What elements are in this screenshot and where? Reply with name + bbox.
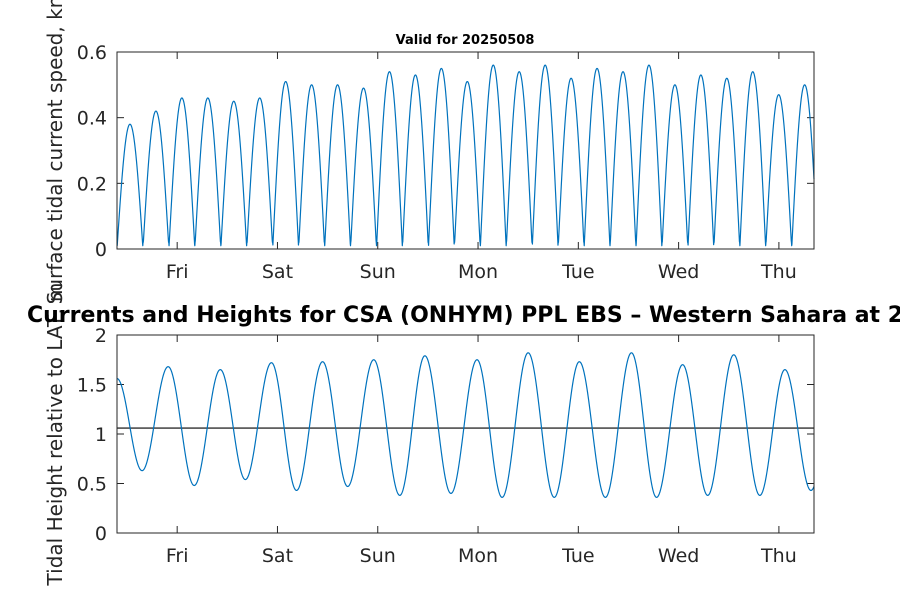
height-x-tick-label: Thu	[760, 545, 797, 567]
current-x-tick-label: Tue	[561, 261, 594, 283]
figure-main-title: Currents and Heights for CSA (ONHYM) PPL…	[27, 303, 900, 328]
height-y-tick-label: 1	[95, 424, 107, 446]
current-y-ticks: 0 0.2 0.4 0.6	[77, 42, 814, 261]
tidal-height-series-line	[116, 352, 815, 498]
height-axes-box	[116, 334, 815, 534]
current-x-ticks: Fri Sat Sun Mon Tue Wed Thu	[166, 52, 797, 283]
current-y-tick-label: 0.2	[77, 173, 107, 195]
height-x-tick-label: Wed	[658, 545, 699, 567]
current-y-tick-label: 0.6	[77, 42, 107, 64]
current-x-tick-label: Thu	[760, 261, 797, 283]
height-y-tick-label: 2	[95, 325, 107, 347]
current-y-tick-label: 0.4	[77, 108, 107, 130]
height-y-tick-label: 0.5	[77, 474, 107, 496]
height-plot-area	[117, 335, 814, 533]
height-y-tick-label: 0	[95, 523, 107, 545]
current-y-axis-label: Surface tidal current speed, kn	[43, 0, 67, 304]
current-x-tick-label: Sat	[262, 261, 293, 283]
height-x-tick-label: Fri	[166, 545, 189, 567]
height-x-tick-label: Mon	[458, 545, 498, 567]
current-x-tick-label: Wed	[658, 261, 699, 283]
current-y-tick-label: 0	[95, 239, 107, 261]
height-x-tick-label: Sat	[262, 545, 293, 567]
height-y-tick-label: 1.5	[77, 375, 107, 397]
current-speed-series-line	[116, 64, 815, 247]
height-x-tick-label: Tue	[561, 545, 594, 567]
current-speed-chart: Valid for 20250508 0 0.2 0.4 0.6 Fri Sat Sun M…	[43, 0, 815, 304]
current-x-tick-label: Mon	[458, 261, 498, 283]
tidal-height-chart: 0 0.5 1 1.5 2 Fri Sat Sun Mon Tue Wed Thu Tidal He…	[43, 283, 815, 587]
current-x-tick-label: Fri	[166, 261, 189, 283]
height-x-tick-label: Sun	[360, 545, 396, 567]
current-x-tick-label: Sun	[360, 261, 396, 283]
height-y-ticks: 0 0.5 1 1.5 2	[77, 325, 814, 545]
height-y-axis-label: Tidal Height relative to LAT, m	[43, 283, 67, 587]
height-x-ticks: Fri Sat Sun Mon Tue Wed Thu	[166, 335, 797, 567]
current-axes-box	[116, 51, 815, 250]
current-chart-title: Valid for 20250508	[396, 33, 535, 48]
